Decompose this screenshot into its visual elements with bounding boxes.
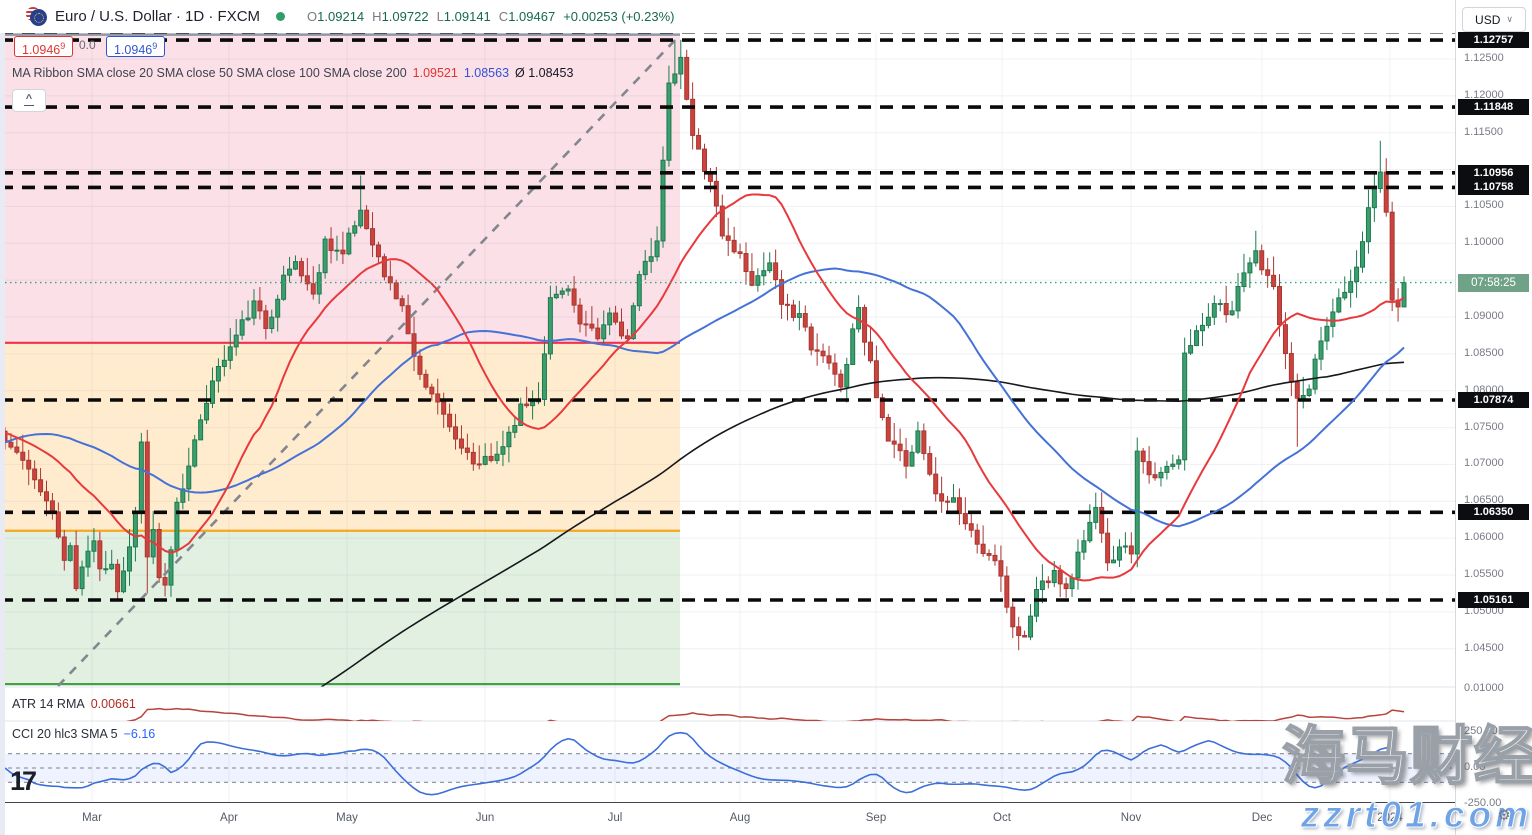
collapse-pane-button[interactable]: ^: [12, 89, 46, 112]
time-axis-label: 2024: [1377, 812, 1403, 824]
zone-overlay: [0, 33, 680, 686]
ohlc-readout: O1.09214 H1.09722 L1.09141 C1.09467 +0.00253…: [299, 9, 674, 24]
time-axis-label: Aug: [729, 812, 751, 824]
toolbar: Euro / U.S. Dollar · 1D · FXCM O1.09214 H…: [0, 0, 1455, 33]
time-axis-label: May: [336, 812, 358, 824]
atr-line: [126, 707, 1405, 721]
time-axis-label: Apr: [220, 812, 238, 824]
candles: [2, 39, 1407, 651]
time-axis-label: Sep: [865, 812, 887, 824]
price-tick: 1.10000: [1464, 236, 1504, 249]
close-key: C: [498, 9, 509, 24]
sma-average-value: Ø 1.08453: [515, 66, 574, 80]
time-axis-label: Jun: [475, 812, 495, 824]
price-tick: 1.06500: [1464, 494, 1504, 507]
cci-scale-tick: -250.00: [1464, 796, 1502, 809]
price-level-label: 1.05161: [1458, 592, 1529, 608]
currency-dropdown[interactable]: USD ∨: [1462, 7, 1526, 32]
sma20-line: [4, 193, 1405, 582]
sma50-value: 1.08563: [463, 66, 510, 80]
cci-title: CCI 20 hlc3 SMA 5: [12, 727, 118, 741]
trendline: [57, 36, 679, 687]
price-tick: 1.12000: [1464, 88, 1504, 101]
symbol-title[interactable]: Euro / U.S. Dollar · 1D · FXCM: [55, 8, 261, 25]
cci-scale-tick: 0.00: [1464, 761, 1486, 773]
open-key: O: [307, 9, 318, 24]
cci-value: −6.16: [123, 727, 156, 741]
sma20-value: 1.09521: [412, 66, 458, 80]
drawing-distance-label: 0.0: [79, 38, 96, 52]
sma200-line: [319, 361, 1405, 687]
time-axis-label: Oct: [993, 812, 1011, 824]
watermark-chinese: 海马财经: [1281, 721, 1532, 793]
drawing-price-label-blue[interactable]: 1.09469: [106, 36, 166, 57]
price-tick: 1.11500: [1464, 125, 1503, 138]
atr-scale-tick: 0.01000: [1464, 682, 1504, 694]
price-tick: 1.08500: [1464, 346, 1504, 359]
high-value: 1.09722: [381, 9, 429, 24]
tradingview-logo-icon[interactable]: 17: [10, 766, 37, 796]
price-tick: 1.06000: [1464, 531, 1504, 544]
atr-value: 0.00661: [90, 697, 136, 711]
price-tick: 1.05500: [1464, 568, 1504, 580]
low-value: 1.09141: [443, 9, 491, 24]
cci-scale-tick: 250.00: [1464, 725, 1498, 738]
cci-legend[interactable]: CCI 20 hlc3 SMA 5 −6.16: [12, 727, 155, 741]
price-level-label: 1.07874: [1458, 392, 1529, 408]
axis-settings-gear-icon[interactable]: ⚙: [1497, 807, 1511, 824]
time-axis-label: Jul: [607, 812, 623, 824]
atr-legend[interactable]: ATR 14 RMA 0.00661: [12, 697, 136, 711]
window-edge-strip: [0, 33, 5, 835]
price-axis[interactable]: USD ∨ 07:58:25 1.12500 1.12000 1.11500 1.105…: [1455, 0, 1532, 835]
open-value: 1.09214: [317, 9, 365, 24]
market-status-icon[interactable]: [276, 12, 286, 21]
time-axis-label: Dec: [1251, 812, 1273, 824]
price-tick: 1.10500: [1464, 199, 1504, 212]
bar-countdown-label: 07:58:25: [1458, 273, 1529, 292]
time-axis-label: Mar: [82, 812, 102, 824]
eurusd-pair-icon: [26, 6, 48, 27]
price-tick: 1.09000: [1464, 309, 1504, 322]
watermark-url: zzrt01.com: [1300, 794, 1532, 835]
cci-line: [4, 731, 1405, 796]
high-key: H: [372, 9, 382, 24]
chevron-up-icon: ^: [25, 93, 33, 105]
price-tick: 1.12500: [1464, 51, 1504, 64]
close-value: 1.09467: [508, 9, 556, 24]
chevron-down-icon: ∨: [1506, 14, 1513, 24]
ma-ribbon-legend[interactable]: MA Ribbon SMA close 20 SMA close 50 SMA …: [12, 66, 573, 80]
time-axis-label: Nov: [1120, 812, 1142, 824]
price-tick: 1.07000: [1464, 457, 1504, 470]
change-value: +0.00253 (+0.23%): [563, 9, 675, 24]
ma-ribbon-title: MA Ribbon SMA close 20 SMA close 50 SMA …: [12, 66, 407, 80]
time-axis[interactable]: Mar Apr May Jun Jul Aug Sep Oct Nov Dec 2024: [0, 802, 1455, 835]
price-level-label: 1.11848: [1458, 99, 1529, 116]
price-level-label: 1.06350: [1458, 504, 1529, 521]
price-level-label: 1.12757: [1458, 32, 1529, 49]
price-level-label: 1.10956: [1458, 164, 1529, 181]
drawing-price-label-red[interactable]: 1.09469: [14, 36, 74, 57]
price-level-label: 1.10758: [1458, 179, 1529, 196]
price-tick: 1.04500: [1464, 641, 1504, 654]
atr-title: ATR 14 RMA: [12, 697, 85, 711]
price-tick: 1.07500: [1464, 420, 1504, 433]
low-key: L: [436, 9, 444, 24]
